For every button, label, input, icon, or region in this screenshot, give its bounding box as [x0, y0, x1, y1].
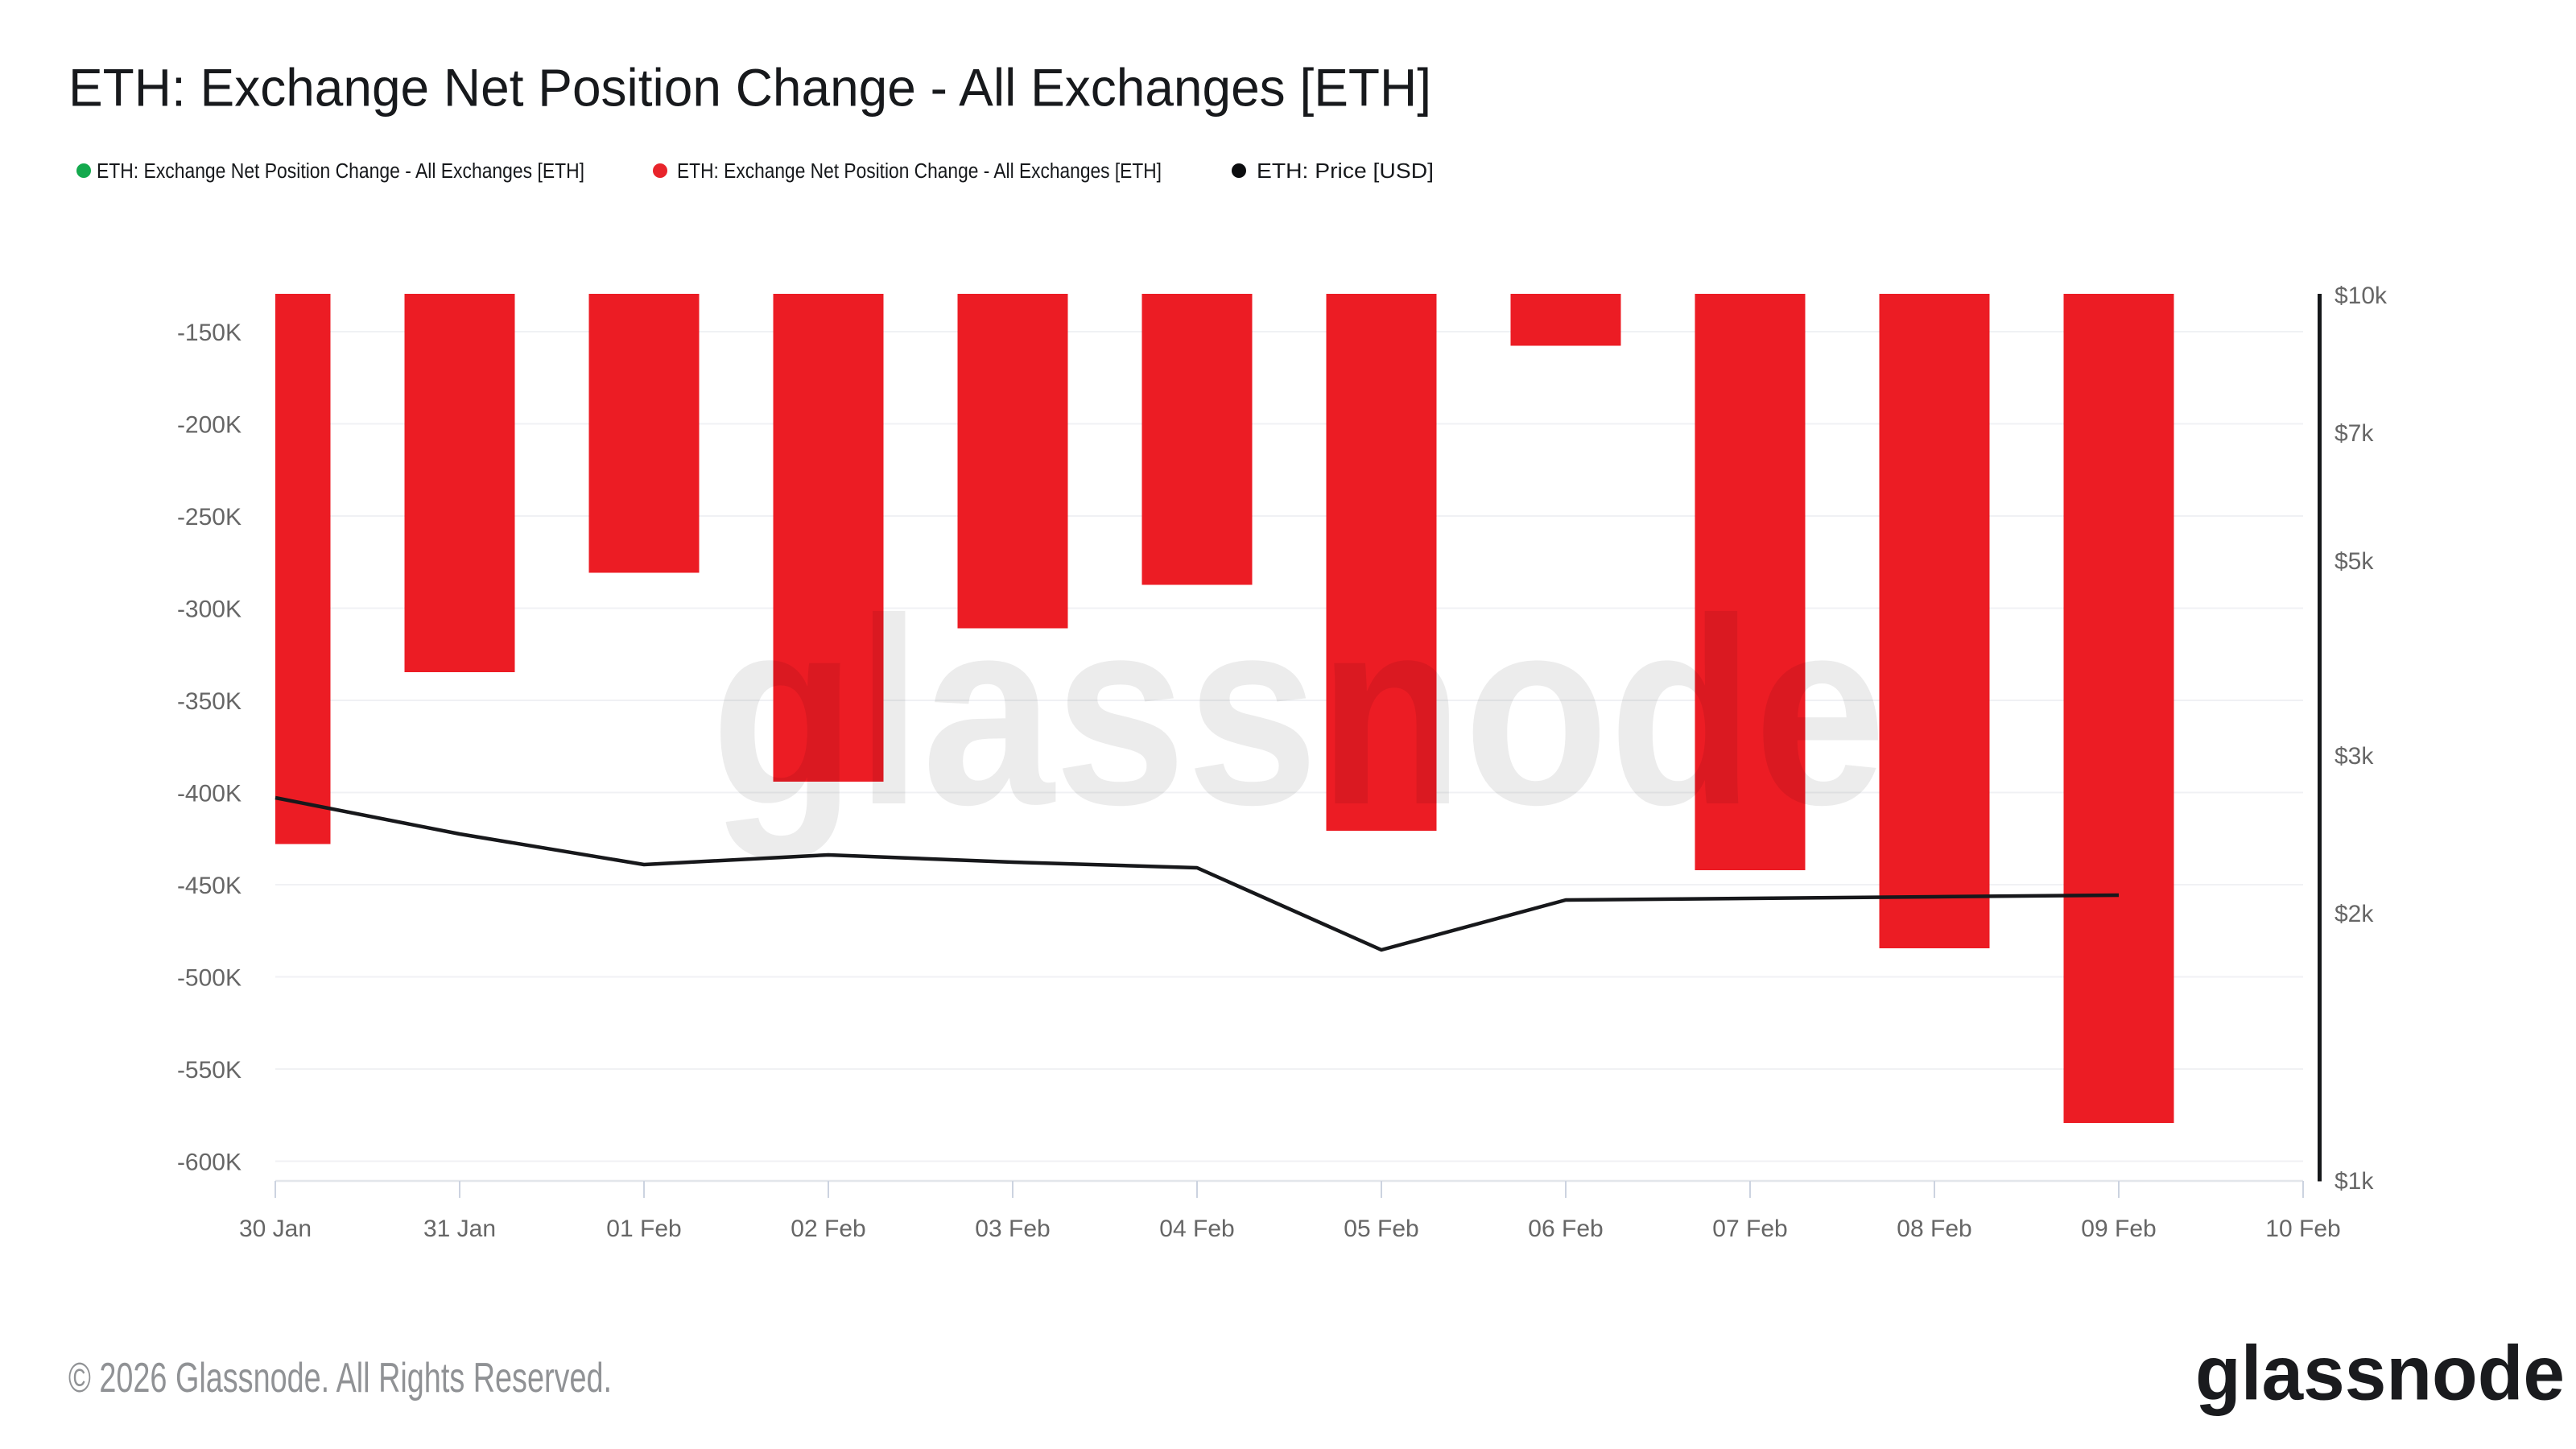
svg-text:06 Feb: 06 Feb	[1528, 1216, 1603, 1242]
svg-text:07 Feb: 07 Feb	[1712, 1216, 1787, 1242]
svg-text:30 Jan: 30 Jan	[239, 1216, 312, 1242]
svg-text:04 Feb: 04 Feb	[1159, 1216, 1234, 1242]
svg-text:-300K: -300K	[177, 596, 242, 622]
svg-text:ETH: Exchange Net Position Cha: ETH: Exchange Net Position Change - All …	[677, 160, 1162, 183]
svg-text:ETH: Exchange Net Position Cha: ETH: Exchange Net Position Change - All …	[68, 58, 1431, 118]
svg-text:$7k: $7k	[2334, 420, 2374, 447]
svg-text:02 Feb: 02 Feb	[791, 1216, 865, 1242]
svg-text:-550K: -550K	[177, 1057, 242, 1084]
svg-text:-400K: -400K	[177, 780, 242, 807]
svg-text:ETH: Price [USD]: ETH: Price [USD]	[1257, 160, 1434, 183]
svg-text:$5k: $5k	[2334, 548, 2374, 575]
svg-text:09 Feb: 09 Feb	[2081, 1216, 2156, 1242]
svg-text:01 Feb: 01 Feb	[606, 1216, 681, 1242]
svg-text:ETH: Exchange Net Position Cha: ETH: Exchange Net Position Change - All …	[97, 160, 584, 183]
svg-text:$1k: $1k	[2334, 1168, 2374, 1195]
svg-text:$3k: $3k	[2334, 743, 2374, 770]
svg-text:-350K: -350K	[177, 688, 242, 715]
svg-text:05 Feb: 05 Feb	[1344, 1216, 1418, 1242]
svg-text:-200K: -200K	[177, 411, 242, 438]
svg-text:$2k: $2k	[2334, 901, 2374, 927]
svg-text:-250K: -250K	[177, 504, 242, 530]
svg-text:08 Feb: 08 Feb	[1897, 1216, 1971, 1242]
svg-text:03 Feb: 03 Feb	[975, 1216, 1050, 1242]
svg-text:-450K: -450K	[177, 873, 242, 899]
svg-text:31 Jan: 31 Jan	[423, 1216, 496, 1242]
svg-text:-150K: -150K	[177, 320, 242, 346]
svg-text:$10k: $10k	[2334, 283, 2388, 309]
svg-text:glassnode: glassnode	[711, 563, 1886, 861]
svg-text:glassnode: glassnode	[2195, 1331, 2565, 1417]
svg-text:© 2026 Glassnode. All Rights R: © 2026 Glassnode. All Rights Reserved.	[68, 1355, 612, 1402]
svg-text:10 Feb: 10 Feb	[2265, 1216, 2340, 1242]
svg-text:-500K: -500K	[177, 964, 242, 991]
svg-text:-600K: -600K	[177, 1149, 242, 1175]
